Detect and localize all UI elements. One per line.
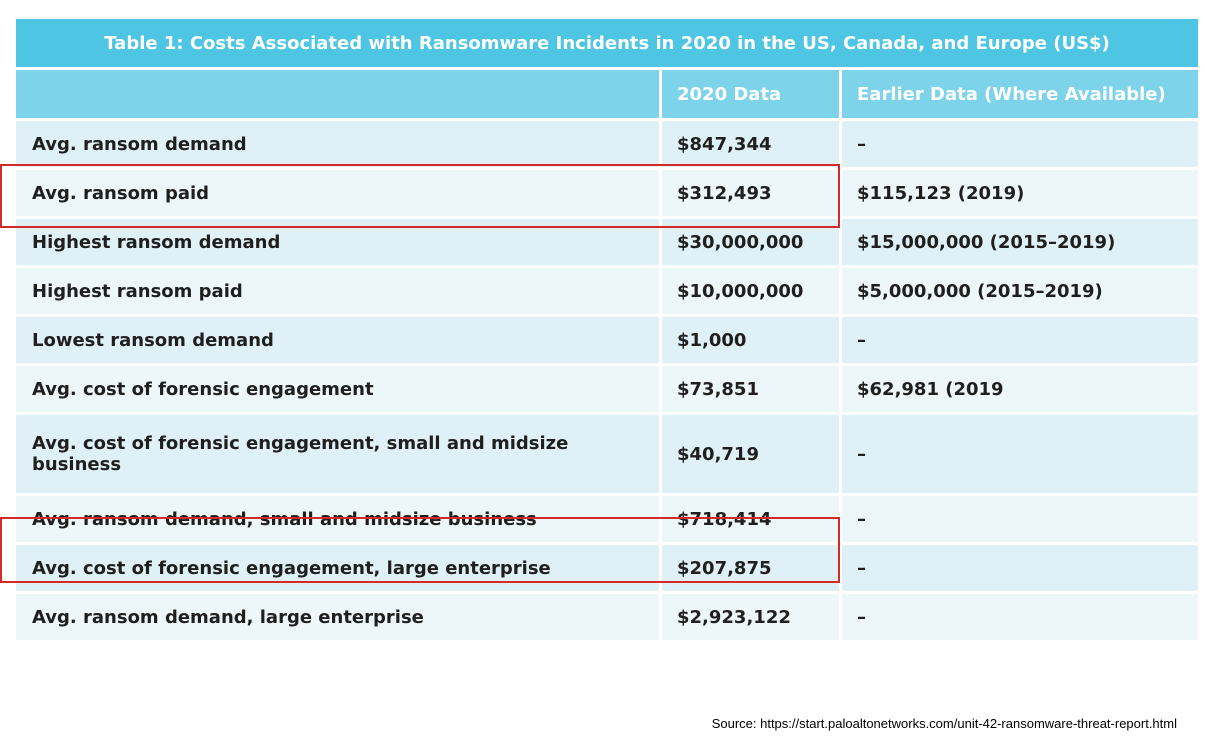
row-2020-value: $847,344: [659, 118, 842, 170]
row-label: Highest ransom demand: [13, 216, 662, 268]
row-earlier-value: –: [838, 542, 1202, 594]
table-row: Avg. ransom demand, small and midsize bu…: [13, 493, 1202, 545]
cost-table-container: Table 1: Costs Associated with Ransomwar…: [12, 16, 1202, 675]
row-2020-value: $312,493: [659, 167, 842, 219]
row-2020-value: $10,000,000: [659, 265, 842, 317]
row-2020-value: $73,851: [659, 363, 842, 415]
table-row: Avg. cost of forensic engagement $73,851…: [13, 363, 1202, 415]
row-earlier-value: $115,123 (2019): [838, 167, 1202, 219]
row-earlier-value: –: [838, 118, 1202, 170]
row-label: Avg. ransom demand: [13, 118, 662, 170]
row-earlier-value: –: [838, 493, 1202, 545]
row-label: Highest ransom paid: [13, 265, 662, 317]
table-row: Avg. ransom paid $312,493 $115,123 (2019…: [13, 167, 1202, 219]
table-row: Highest ransom paid $10,000,000 $5,000,0…: [13, 265, 1202, 317]
row-earlier-value: $5,000,000 (2015–2019): [838, 265, 1202, 317]
row-earlier-value: $15,000,000 (2015–2019): [838, 216, 1202, 268]
table-row: Lowest ransom demand $1,000 –: [13, 314, 1202, 366]
row-2020-value: $40,719: [659, 412, 842, 496]
header-label-column: [13, 67, 662, 121]
table-row: Avg. ransom demand $847,344 –: [13, 118, 1202, 170]
table-row: Avg. ransom demand, large enterprise $2,…: [13, 591, 1202, 643]
row-2020-value: $718,414: [659, 493, 842, 545]
ransomware-cost-table: Table 1: Costs Associated with Ransomwar…: [12, 16, 1202, 643]
row-label: Avg. ransom demand, large enterprise: [13, 591, 662, 643]
row-label: Avg. cost of forensic engagement: [13, 363, 662, 415]
row-label: Avg. cost of forensic engagement, small …: [13, 412, 662, 496]
table-row: Highest ransom demand $30,000,000 $15,00…: [13, 216, 1202, 268]
row-label: Avg. ransom paid: [13, 167, 662, 219]
row-2020-value: $2,923,122: [659, 591, 842, 643]
table-row: Avg. cost of forensic engagement, large …: [13, 542, 1202, 594]
row-earlier-value: –: [838, 591, 1202, 643]
row-label: Lowest ransom demand: [13, 314, 662, 366]
header-earlier-data: Earlier Data (Where Available): [838, 67, 1202, 121]
row-2020-value: $1,000: [659, 314, 842, 366]
row-label: Avg. cost of forensic engagement, large …: [13, 542, 662, 594]
table-title: Table 1: Costs Associated with Ransomwar…: [12, 16, 1202, 70]
row-earlier-value: $62,981 (2019: [838, 363, 1202, 415]
table-row: Avg. cost of forensic engagement, small …: [13, 412, 1202, 496]
row-2020-value: $30,000,000: [659, 216, 842, 268]
source-citation: Source: https://start.paloaltonetworks.c…: [711, 716, 1177, 731]
row-2020-value: $207,875: [659, 542, 842, 594]
header-2020-data: 2020 Data: [659, 67, 842, 121]
row-label: Avg. ransom demand, small and midsize bu…: [13, 493, 662, 545]
row-earlier-value: –: [838, 412, 1202, 496]
row-earlier-value: –: [838, 314, 1202, 366]
